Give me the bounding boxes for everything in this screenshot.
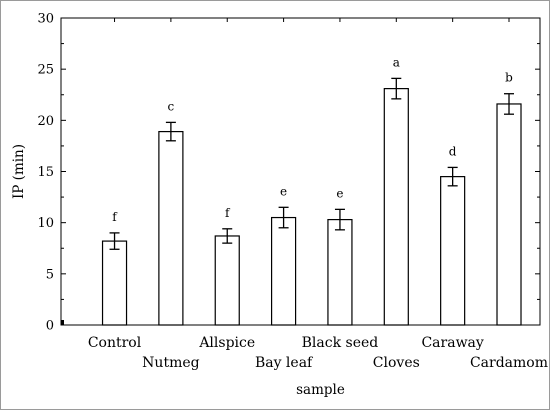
category-label: Bay leaf: [255, 355, 314, 371]
y-tick-label: 5: [46, 267, 54, 282]
bar: [158, 130, 184, 326]
y-tick-label: 10: [37, 216, 54, 231]
y-tick-label: 30: [37, 12, 54, 27]
x-axis-title: sample: [296, 382, 345, 398]
y-tick-label: 20: [37, 114, 54, 129]
category-label: Control: [88, 335, 142, 351]
category-label: Allspice: [198, 335, 255, 351]
axes: [60, 17, 541, 326]
category-label: Nutmeg: [142, 355, 199, 371]
y-tick-label: 15: [37, 165, 54, 180]
bar: [270, 216, 297, 326]
category-label: Black seed: [302, 335, 379, 351]
origin-marker: [61, 320, 64, 325]
bars: [101, 77, 522, 326]
significance-label: f: [225, 206, 231, 220]
bar: [101, 240, 128, 326]
significance-label: a: [393, 55, 400, 69]
significance-label: f: [112, 210, 118, 224]
category-label: Cloves: [373, 355, 420, 371]
y-tick-label: 0: [46, 319, 54, 334]
category-label: Caraway: [421, 335, 483, 351]
significance-label: c: [168, 99, 175, 113]
y-axis-title: IP (min): [11, 144, 27, 199]
bar: [327, 218, 353, 326]
bar: [214, 235, 240, 326]
bar: [496, 103, 522, 326]
y-tick-label: 25: [37, 63, 54, 78]
significance-label: b: [505, 71, 513, 85]
plot-frame: [60, 17, 541, 326]
labels: 0 5 10 15 20 25 30 f Control c Nutmeg f Allspice e Bay…: [11, 12, 548, 399]
category-label: Cardamom: [470, 355, 548, 371]
significance-label: e: [280, 184, 287, 198]
significance-label: d: [449, 144, 457, 158]
significance-label: e: [336, 186, 343, 200]
bar: [383, 88, 409, 326]
bar: [440, 176, 466, 326]
